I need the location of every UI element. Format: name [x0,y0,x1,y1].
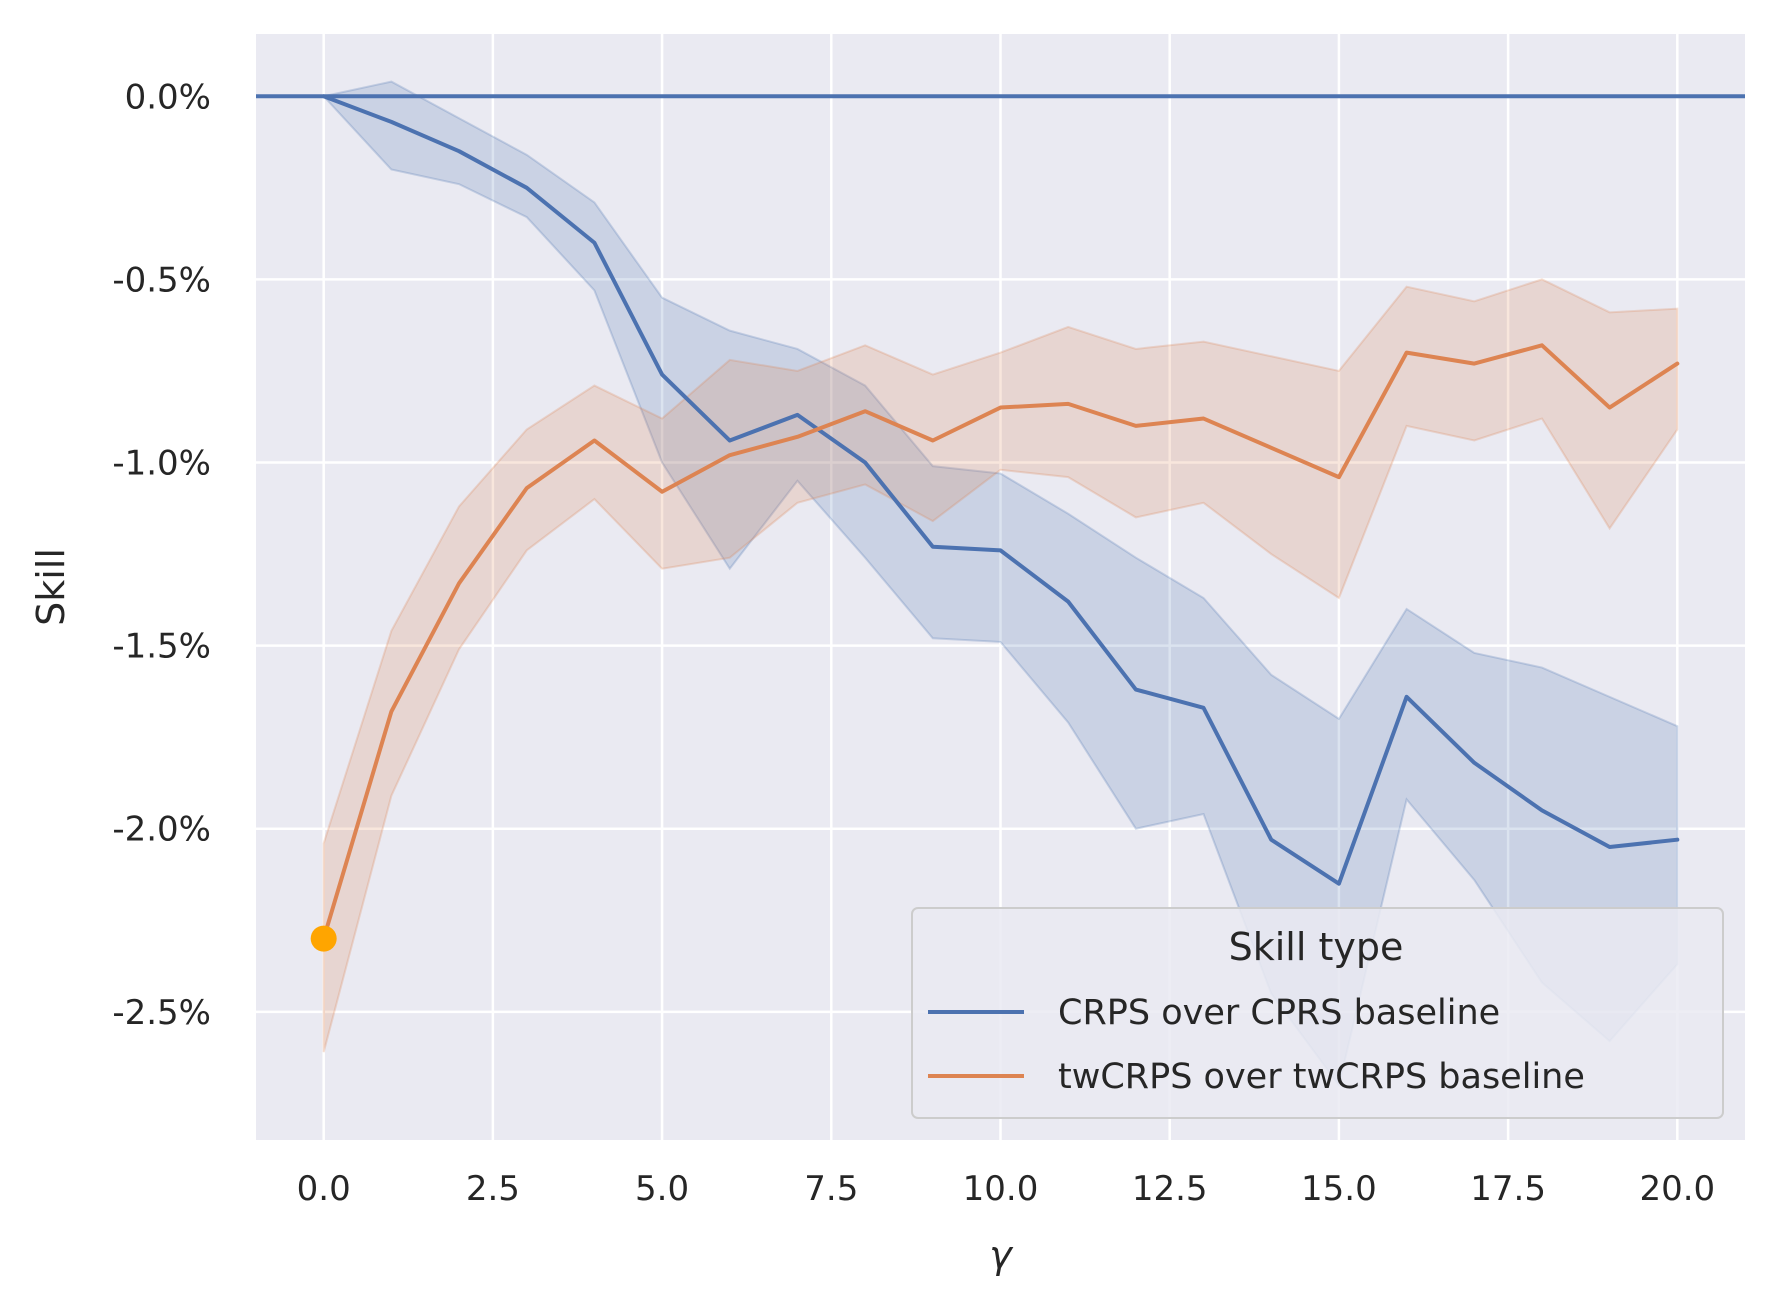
markers [310,925,337,952]
tick-labels: 0.0 2.5 5.0 7.5 10.0 12.5 15.0 17.5 20.0 0.0% -0.5… [112,77,1715,1209]
y-tick-label: -2.5% [112,993,211,1033]
confidence-band [321,80,1679,1088]
y-tick-label: -2.0% [112,810,211,850]
legend-entries: CRPS over CPRS baseline twCRPS over twCRP… [928,993,1585,1097]
x-axis-label: γ [989,1233,1014,1277]
x-tick-label: 20.0 [1639,1169,1715,1209]
x-tick-label: 12.5 [1132,1169,1208,1209]
legend-label: twCRPS over twCRPS baseline [1058,1057,1585,1097]
legend: Skill type CRPS over CPRS baseline twCRPS… [911,907,1724,1119]
confidence-bands [321,80,1679,1088]
series-line [321,94,1680,886]
x-tick-label: 17.5 [1470,1169,1546,1209]
y-tick-label: -1.5% [112,627,211,667]
x-tick-label: 5.0 [635,1169,689,1209]
series-lines [256,94,1745,941]
highlight-point [310,925,337,952]
y-axis-label: Skill [29,548,73,626]
x-tick-label: 10.0 [963,1169,1039,1209]
series-line [321,343,1680,941]
legend-box [911,907,1724,1119]
x-tick-label: 2.5 [466,1169,520,1209]
y-tick-label: 0.0% [125,77,211,117]
legend-label: CRPS over CPRS baseline [1058,993,1500,1033]
x-tick-label: 7.5 [804,1169,858,1209]
confidence-band [322,278,1679,1053]
x-tick-label: 0.0 [297,1169,351,1209]
legend-title: Skill type [1229,925,1404,969]
x-tick-label: 15.0 [1301,1169,1377,1209]
y-tick-label: -1.0% [112,443,211,483]
y-tick-label: -0.5% [112,260,211,300]
